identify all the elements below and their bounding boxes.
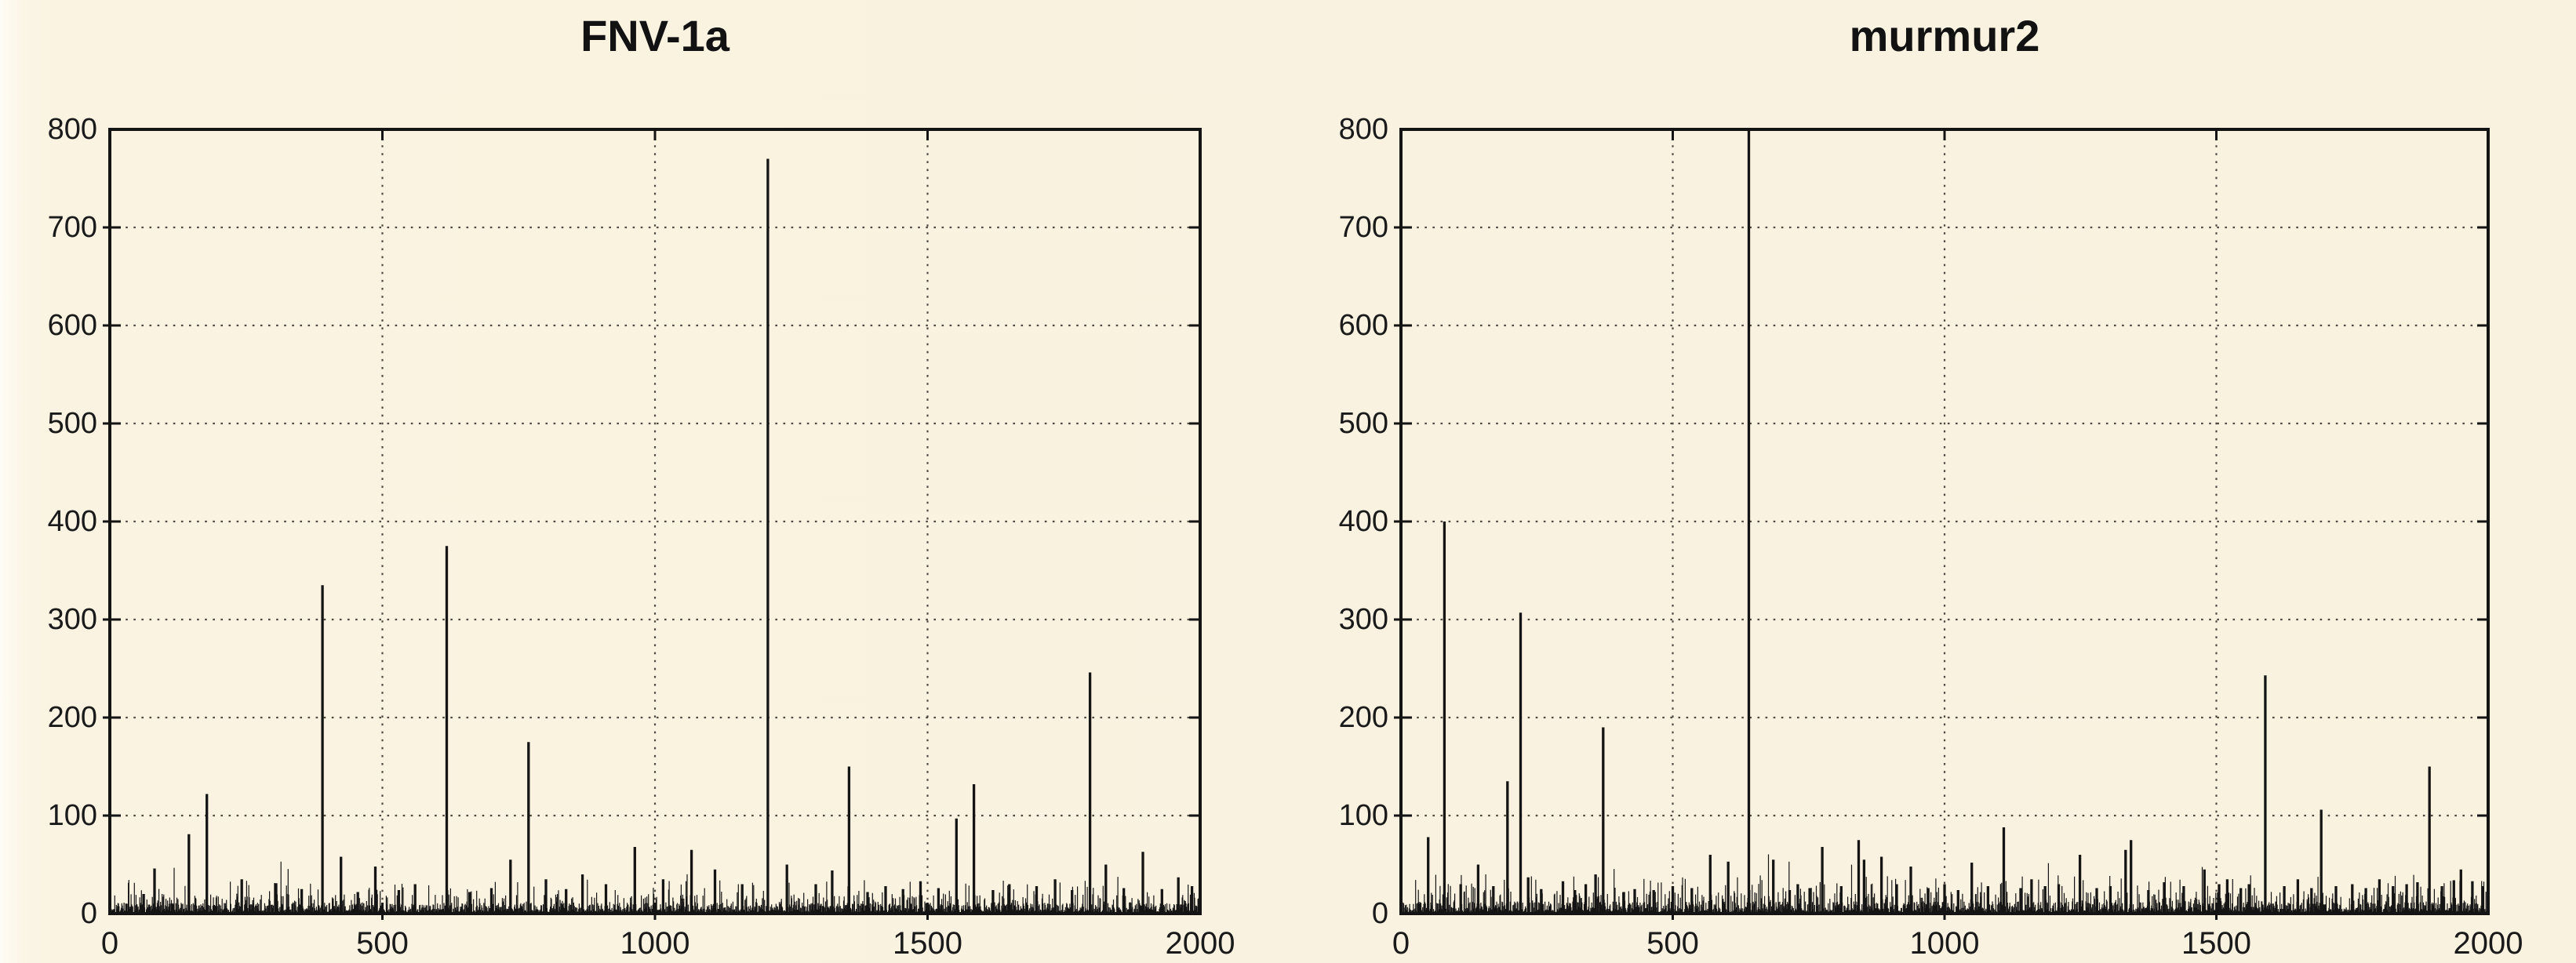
chart-title-fnv1a: FNV-1a	[580, 11, 730, 60]
y-tick-label: 300	[47, 603, 97, 636]
y-tick-label: 600	[47, 309, 97, 342]
spike-series	[142, 158, 1194, 914]
plot-border	[108, 128, 1202, 915]
chart-panel-murmur2	[1394, 128, 2490, 920]
y-tick-label: 100	[47, 799, 97, 832]
y-tick-label: 300	[1338, 603, 1388, 636]
y-tick-label: 0	[80, 897, 97, 930]
y-tick-label: 100	[1338, 799, 1388, 832]
y-tick-label: 600	[1338, 309, 1388, 342]
y-tick-label: 200	[1338, 701, 1388, 734]
y-tick-label: 700	[47, 211, 97, 244]
gridlines	[110, 129, 1200, 914]
spike-series	[1427, 129, 2484, 914]
plot-border	[1399, 128, 2490, 915]
y-tick-label: 0	[1371, 897, 1388, 930]
y-tick-label: 800	[47, 113, 97, 146]
x-tick-label: 0	[100, 926, 119, 961]
y-tick-label: 500	[47, 407, 97, 440]
y-tick-label: 700	[1338, 211, 1388, 244]
x-tick-label: 500	[1646, 926, 1699, 961]
x-tick-label: 1500	[893, 926, 962, 961]
y-tick-label: 400	[47, 505, 97, 538]
gridlines	[1401, 129, 2488, 914]
x-tick-label: 2000	[2453, 926, 2523, 961]
x-tick-label: 500	[356, 926, 409, 961]
y-tick-label: 200	[47, 701, 97, 734]
x-tick-label: 2000	[1165, 926, 1235, 961]
axis-ticks	[1394, 129, 2488, 920]
x-tick-label: 0	[1392, 926, 1410, 961]
chart-title-murmur2: murmur2	[1849, 11, 2040, 60]
x-tick-label: 1500	[2181, 926, 2251, 961]
chart-panel-fnv1a	[103, 128, 1202, 920]
x-tick-label: 1000	[1909, 926, 1980, 961]
y-tick-label: 400	[1338, 505, 1388, 538]
y-tick-label: 800	[1338, 113, 1388, 146]
axis-ticks	[103, 129, 1200, 920]
x-tick-label: 1000	[620, 926, 690, 961]
y-tick-label: 500	[1338, 407, 1388, 440]
